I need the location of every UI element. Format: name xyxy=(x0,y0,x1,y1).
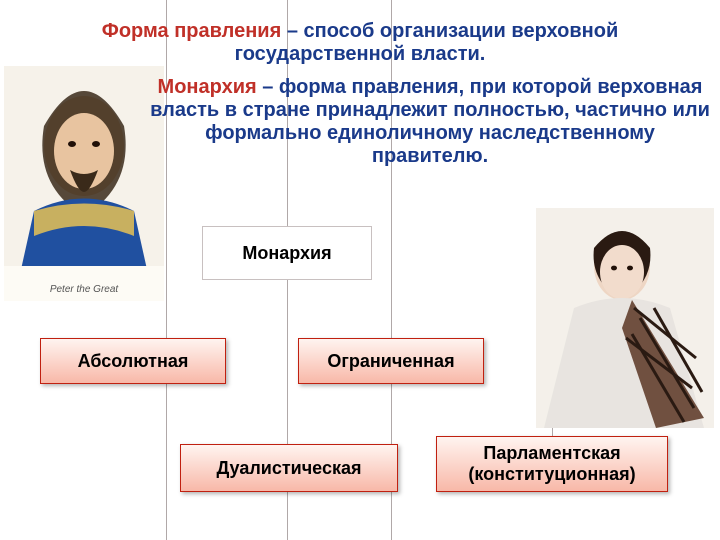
box-label: Парламентская(конституционная) xyxy=(468,443,635,485)
box-label: Ограниченная xyxy=(327,351,454,372)
heading-form-of-government: Форма правления – способ организации вер… xyxy=(40,20,680,66)
portrait-peter: Peter the Great xyxy=(4,66,164,301)
portrait-caption: Peter the Great xyxy=(4,284,164,295)
heading-definition: – способ организации верховной государст… xyxy=(235,20,619,65)
box-label: Дуалистическая xyxy=(217,458,362,479)
heading-term: Монархия xyxy=(158,76,257,98)
box-dualistic: Дуалистическая xyxy=(180,444,398,492)
box-limited: Ограниченная xyxy=(298,338,484,384)
heading-term: Форма правления xyxy=(102,20,282,42)
box-label: Монархия xyxy=(242,243,331,264)
box-monarchy: Монархия xyxy=(202,226,372,280)
box-absolute: Абсолютная xyxy=(40,338,226,384)
box-parliamentary: Парламентская(конституционная) xyxy=(436,436,668,492)
portrait-victoria xyxy=(536,208,714,428)
slide: Peter the Great Форма правления – способ… xyxy=(0,0,720,540)
box-label: Абсолютная xyxy=(78,351,189,372)
heading-monarchy: Монархия – форма правления, при которой … xyxy=(150,76,710,168)
